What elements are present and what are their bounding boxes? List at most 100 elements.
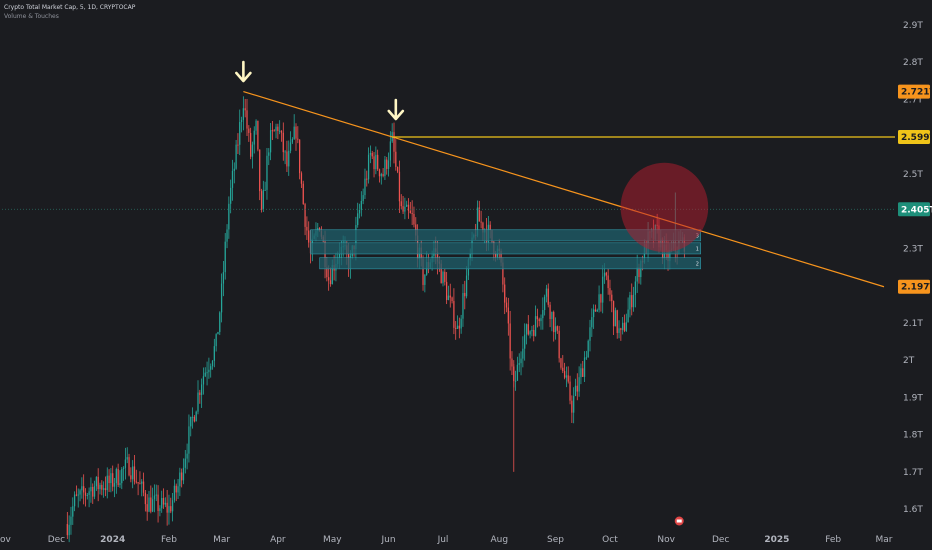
candle-body xyxy=(549,304,551,319)
candle-body xyxy=(558,330,560,359)
candle-body xyxy=(504,284,506,303)
candle-body xyxy=(193,416,196,422)
candle-body xyxy=(565,375,568,378)
candle-body xyxy=(188,426,190,454)
candle-body xyxy=(282,132,284,153)
candle-body xyxy=(625,322,627,331)
y-tick-label: 1.7T xyxy=(903,468,923,478)
candle-body xyxy=(328,277,330,281)
candle-body xyxy=(360,200,362,210)
candle-body xyxy=(90,486,92,492)
candle-body xyxy=(317,228,319,231)
candle-body xyxy=(108,475,110,484)
candle-body xyxy=(72,506,74,517)
y-tick-label: 2.7T xyxy=(903,95,923,105)
candle-body xyxy=(533,330,535,336)
candle-body xyxy=(616,310,618,333)
candle-body xyxy=(542,310,544,319)
candle-body xyxy=(95,476,98,487)
chart-header: Crypto Total Market Cap, 5, 1D, CRYPTOCA… xyxy=(4,3,135,21)
candle-body xyxy=(86,494,88,496)
candle-body xyxy=(576,385,578,392)
indicator-label[interactable]: Volume & Touches xyxy=(4,13,59,20)
candle-body xyxy=(240,119,243,123)
candle-body xyxy=(97,476,99,490)
candle-body xyxy=(409,210,411,214)
candle-body xyxy=(279,130,281,132)
candle-body xyxy=(190,416,192,427)
x-tick-label: Feb xyxy=(825,535,841,545)
candle-body xyxy=(181,472,183,481)
candle-body xyxy=(571,400,573,413)
trendline xyxy=(243,90,885,288)
candle-body xyxy=(436,251,439,262)
candle-body xyxy=(112,473,114,487)
candle-body xyxy=(93,486,96,497)
candle-body xyxy=(132,466,134,480)
x-tick-label: Aug xyxy=(490,535,508,545)
candle-body xyxy=(551,311,553,319)
candle-body xyxy=(611,294,613,302)
candle-body xyxy=(411,213,413,215)
candle-body xyxy=(77,494,79,496)
event-flag-icon[interactable] xyxy=(674,516,684,526)
candle-body xyxy=(200,384,203,395)
candle-body xyxy=(622,322,624,330)
candle-body xyxy=(476,207,479,236)
candle-body xyxy=(587,340,589,358)
candle-body xyxy=(482,222,484,233)
candle-body xyxy=(520,358,522,364)
candle-body xyxy=(600,294,602,303)
y-tick-label: 2.8T xyxy=(903,58,923,68)
candle-body xyxy=(424,274,426,285)
symbol-title[interactable]: Crypto Total Market Cap, 5, 1D, CRYPTOCA… xyxy=(4,4,136,11)
candle-body xyxy=(142,481,145,493)
candle-body xyxy=(126,457,128,460)
candle-body xyxy=(623,322,626,331)
candle-body xyxy=(130,475,132,480)
candle-body xyxy=(151,499,154,512)
candle-body xyxy=(605,272,607,276)
candle-body xyxy=(329,280,332,285)
candle-body xyxy=(378,169,381,177)
price-tag-top-text: 2.721T xyxy=(901,88,932,98)
x-tick-label: Mar xyxy=(876,535,893,545)
candle-body xyxy=(382,173,384,177)
candle-body xyxy=(148,497,150,512)
candle-body xyxy=(155,494,157,496)
candle-body xyxy=(182,467,185,481)
candle-body xyxy=(331,265,333,285)
candle-body xyxy=(669,250,671,262)
x-tick-label: Oct xyxy=(602,535,618,545)
candle-body xyxy=(66,524,68,536)
candle-body xyxy=(529,331,531,335)
candle-body xyxy=(469,253,471,260)
price-tag-level-box xyxy=(898,130,930,145)
candle-body xyxy=(230,187,232,204)
candle-body xyxy=(124,459,127,468)
candle-body xyxy=(407,204,410,211)
candle-body xyxy=(293,126,295,140)
candle-body xyxy=(536,316,539,320)
candle-body xyxy=(358,209,361,214)
candle-body xyxy=(524,334,526,349)
candle-body xyxy=(563,371,566,378)
candle-body xyxy=(509,323,511,359)
candle-body xyxy=(304,204,306,227)
candle-body xyxy=(607,275,609,289)
candle-body xyxy=(667,250,669,262)
candle-body xyxy=(400,201,402,207)
x-tick-label: Dec xyxy=(712,535,729,545)
candle-body xyxy=(68,524,70,536)
candle-body xyxy=(375,154,377,170)
candle-body xyxy=(580,368,582,378)
candle-body xyxy=(197,392,199,412)
price-tag-level-text: 2.599T xyxy=(901,133,932,143)
candle-body xyxy=(505,302,508,308)
price-tag-trend: 2.197T xyxy=(898,279,932,294)
down-arrow-icon xyxy=(235,60,252,83)
price-tags: 2.721T 2.599T 2.405T 2.197T xyxy=(898,84,932,294)
candle-body xyxy=(159,508,161,512)
